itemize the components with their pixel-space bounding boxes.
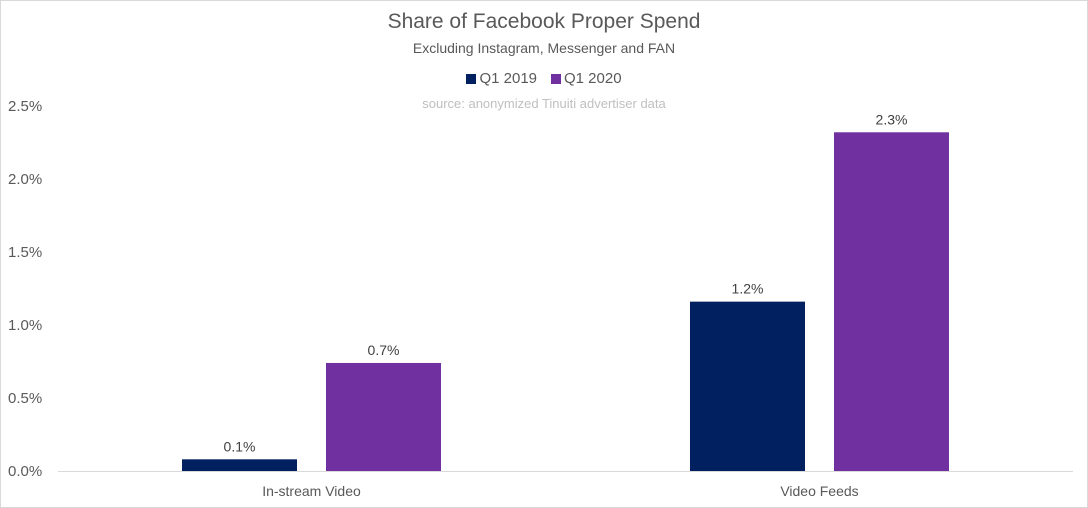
bar [326,362,441,471]
y-tick-label: 1.5% [8,244,42,261]
x-category-label: Video Feeds [780,483,858,499]
legend-item-q1-2020[interactable]: Q1 2020 [551,70,622,87]
bar [690,301,805,471]
legend-label-q1-2019: Q1 2019 [479,70,537,87]
legend-item-q1-2019[interactable]: Q1 2019 [466,70,537,87]
legend-label-q1-2020: Q1 2020 [564,70,622,87]
y-tick-label: 2.0% [8,171,42,188]
legend-swatch-q1-2019 [466,73,477,84]
data-label: 1.2% [732,281,764,297]
y-tick-label: 0.0% [8,463,42,480]
chart-subtitle: Excluding Instagram, Messenger and FAN [412,40,676,56]
data-label: 0.7% [368,342,400,358]
legend-swatch-q1-2020 [551,73,561,84]
data-label: 2.3% [876,111,908,127]
data-label: 0.1% [224,438,256,454]
x-category-label: In-stream Video [262,483,361,499]
y-tick-label: 2.5% [8,98,42,115]
legend: Q1 2019 Q1 2020 [0,70,1088,87]
bar [182,459,297,471]
y-tick-label: 1.0% [8,317,42,334]
bar [834,132,949,471]
chart-title: Share of Facebook Proper Spend [387,10,701,33]
source-note: source: anonymized Tinuiti advertiser da… [422,96,666,111]
y-tick-label: 0.5% [8,390,42,407]
